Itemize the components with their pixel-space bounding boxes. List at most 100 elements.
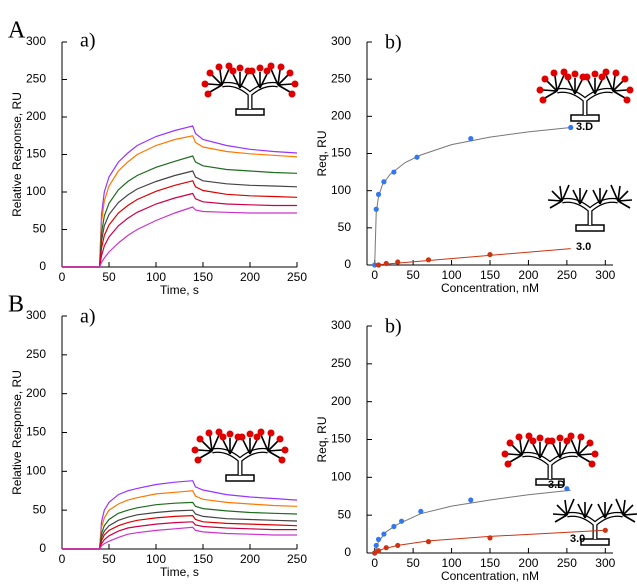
data-point xyxy=(398,518,405,524)
x-tick-label: 100 xyxy=(442,268,462,282)
x-axis-title: Time, s xyxy=(160,283,199,297)
data-point xyxy=(373,542,379,549)
data-point xyxy=(372,550,378,556)
y-tick-label: 0 xyxy=(39,259,46,273)
panel-label: a) xyxy=(80,30,96,52)
data-point xyxy=(391,523,397,530)
x-tick-label: 200 xyxy=(240,270,260,284)
molecule-icon xyxy=(548,185,632,231)
response-curve xyxy=(62,526,297,550)
x-tick-label: 0 xyxy=(59,552,66,566)
response-curve xyxy=(62,509,298,550)
x-tick-label: 0 xyxy=(371,268,378,282)
y-axis-title: Relative Response, RU xyxy=(10,370,24,495)
x-tick-label: 100 xyxy=(146,552,166,566)
y-axis-title: Req, RU xyxy=(315,130,329,176)
fit-line xyxy=(374,529,606,554)
x-tick-label: 200 xyxy=(518,268,538,282)
data-point xyxy=(375,536,382,542)
y-axis-title: Relative Response, RU xyxy=(10,92,24,217)
panel-label: a) xyxy=(80,306,96,328)
response-curve xyxy=(62,480,298,550)
y-tick-label: 300 xyxy=(331,34,351,48)
x-tick-label: 150 xyxy=(480,556,500,570)
y-tick-label: 150 xyxy=(331,146,351,160)
data-point xyxy=(468,136,474,142)
data-point xyxy=(425,539,432,545)
y-tick-label: 100 xyxy=(26,184,46,198)
y-tick-label: 300 xyxy=(26,34,46,48)
data-point xyxy=(375,262,382,268)
data-point xyxy=(395,542,401,549)
y-tick-label: 100 xyxy=(26,464,46,478)
data-point xyxy=(375,191,382,197)
data-point xyxy=(487,251,493,258)
response-curve xyxy=(62,501,298,550)
data-point xyxy=(381,531,387,537)
y-tick-label: 50 xyxy=(33,502,47,516)
x-tick-label: 0 xyxy=(371,556,378,570)
x-axis-title: Concentration, nM xyxy=(441,569,539,583)
y-tick-label: 50 xyxy=(338,507,352,521)
x-tick-label: 150 xyxy=(480,268,500,282)
x-tick-label: 0 xyxy=(59,270,66,284)
data-point xyxy=(391,169,397,175)
response-curve xyxy=(62,155,298,268)
y-tick-label: 0 xyxy=(344,545,351,559)
data-point xyxy=(602,527,608,533)
response-curve xyxy=(62,135,298,268)
data-point xyxy=(487,535,493,541)
x-tick-label: 100 xyxy=(442,556,462,570)
molecule-icon xyxy=(553,499,637,545)
x-tick-label: 300 xyxy=(595,556,615,570)
x-tick-label: 200 xyxy=(240,552,260,566)
data-point xyxy=(395,259,401,265)
y-axis-title: Req, RU xyxy=(315,416,329,462)
y-tick-label: 100 xyxy=(331,183,351,197)
x-tick-label: 100 xyxy=(146,270,166,284)
panel-label: b) xyxy=(385,316,402,338)
y-tick-label: 250 xyxy=(331,71,351,85)
data-point xyxy=(373,206,379,212)
data-point xyxy=(381,179,387,185)
y-tick-label: 50 xyxy=(33,222,47,236)
x-tick-label: 250 xyxy=(287,270,307,284)
y-tick-label: 200 xyxy=(26,386,46,400)
x-tick-label: 50 xyxy=(102,270,116,284)
x-tick-label: 50 xyxy=(406,268,420,282)
y-tick-label: 150 xyxy=(26,425,46,439)
data-point xyxy=(414,154,420,160)
y-tick-label: 50 xyxy=(338,220,352,234)
y-tick-label: 300 xyxy=(331,318,351,332)
panel-label: b) xyxy=(385,32,402,54)
response-curve xyxy=(62,170,298,268)
y-tick-label: 150 xyxy=(331,432,351,446)
y-tick-label: 200 xyxy=(331,394,351,408)
x-axis-title: Concentration, nM xyxy=(441,281,539,295)
x-tick-label: 150 xyxy=(193,552,213,566)
y-tick-label: 200 xyxy=(26,109,46,123)
data-point xyxy=(564,486,570,492)
molecule-icon xyxy=(537,69,634,122)
y-tick-label: 150 xyxy=(26,147,46,161)
y-tick-label: 200 xyxy=(331,109,351,123)
x-tick-label: 50 xyxy=(102,552,116,566)
y-tick-label: 250 xyxy=(26,72,46,86)
figure-label: B xyxy=(8,292,24,318)
series-label: 3.D xyxy=(548,479,565,491)
x-tick-label: 200 xyxy=(518,556,538,570)
data-point xyxy=(418,508,424,514)
y-tick-label: 0 xyxy=(344,257,351,271)
molecule-icon xyxy=(192,429,289,482)
data-point xyxy=(568,124,574,131)
series-label: 3.0 xyxy=(570,533,585,545)
response-curve xyxy=(62,521,297,550)
x-tick-label: 250 xyxy=(557,268,577,282)
data-point xyxy=(468,497,474,503)
molecule-icon xyxy=(502,433,599,486)
data-point xyxy=(425,257,432,263)
y-tick-label: 250 xyxy=(331,356,351,370)
data-point xyxy=(372,262,378,268)
x-tick-label: 50 xyxy=(406,556,420,570)
